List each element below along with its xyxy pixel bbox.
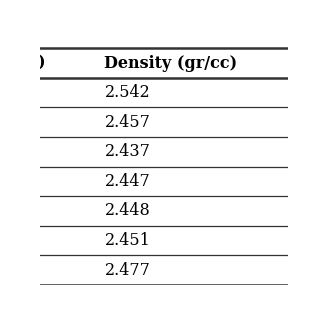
Text: 2.448: 2.448 xyxy=(104,202,150,220)
Text: 2.477: 2.477 xyxy=(104,261,150,278)
Text: Density (gr/cc): Density (gr/cc) xyxy=(104,54,238,72)
Text: 2.457: 2.457 xyxy=(104,114,150,131)
Text: 2.451: 2.451 xyxy=(104,232,150,249)
Text: ): ) xyxy=(37,54,45,72)
Text: 2.447: 2.447 xyxy=(104,173,150,190)
Text: 2.437: 2.437 xyxy=(104,143,150,160)
Text: 2.542: 2.542 xyxy=(104,84,150,101)
